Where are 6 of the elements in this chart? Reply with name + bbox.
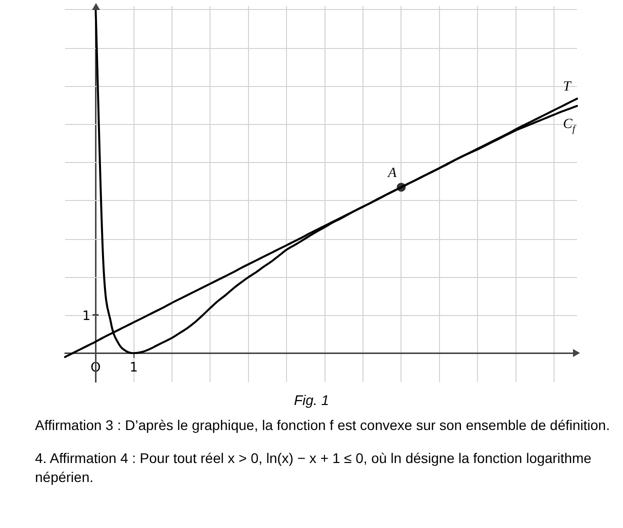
text: 4. Affirmation 4 : Pour tout réel x > 0, ln(x) − x + 1 ≤ 0, où ln désigne la fonction logarithme népérien. <box>35 449 592 487</box>
series-label: T <box>563 80 572 95</box>
annotation: 1 <box>82 308 91 324</box>
caption: Fig. 1 <box>292 392 330 408</box>
series-label: A <box>386 166 397 182</box>
text: Affirmation 3 : D’après le graphique, la fonction f est convexe sur son ensemble de définition. <box>35 416 611 435</box>
